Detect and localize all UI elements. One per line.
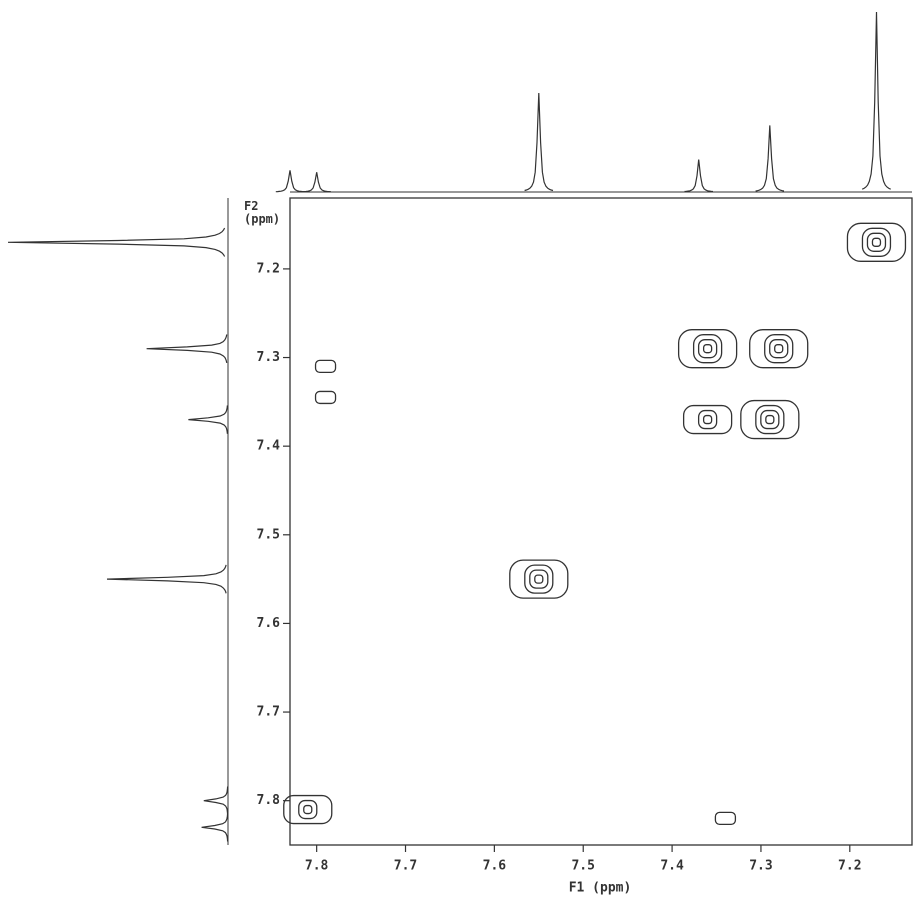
y-tick-label: 7.2 — [257, 261, 280, 276]
projection-peak — [203, 786, 229, 815]
projection-peak — [302, 172, 331, 193]
y-tick-label: 7.5 — [257, 527, 280, 542]
projection-peak — [201, 813, 229, 842]
contour-ring — [534, 574, 544, 584]
contour-ring — [866, 232, 887, 252]
contour-ring — [871, 237, 882, 247]
x-tick-label: 7.8 — [305, 859, 329, 874]
contour-ring — [755, 404, 785, 435]
contour-ring — [682, 404, 733, 435]
projection-peak — [524, 92, 554, 192]
contour-ring — [846, 222, 907, 262]
contour-ring — [765, 414, 775, 425]
contour-ring — [697, 409, 718, 430]
x-tick-label: 7.3 — [749, 859, 772, 874]
y-tick-label: 7.6 — [257, 616, 281, 631]
contour-ring — [714, 811, 737, 826]
y-tick-label: 7.4 — [257, 439, 281, 454]
contour-ring — [509, 559, 569, 599]
x-axis-label: F1 (ppm) — [569, 881, 632, 896]
projection-peak — [684, 159, 714, 193]
x-tick-label: 7.6 — [483, 859, 507, 874]
contour-ring — [697, 339, 718, 359]
contour-ring — [749, 329, 809, 369]
contour-ring — [298, 799, 318, 820]
projection-peak — [106, 564, 227, 594]
contour-ring — [760, 409, 780, 430]
contour-ring — [283, 794, 333, 825]
contour-ring — [702, 414, 713, 425]
projection-peak — [7, 227, 226, 257]
contour-ring — [764, 334, 794, 364]
y-tick-label: 7.7 — [257, 705, 280, 720]
contour-ring — [524, 564, 554, 594]
plot-frame — [289, 197, 913, 846]
contour-ring — [677, 329, 738, 369]
y-tick-label: 7.3 — [257, 350, 280, 365]
contour-ring — [529, 569, 549, 589]
contour-ring — [702, 344, 713, 354]
contour-ring — [740, 399, 800, 440]
contour-ring — [303, 804, 313, 815]
x-tick-label: 7.2 — [838, 859, 861, 874]
x-tick-label: 7.4 — [660, 859, 684, 874]
contour-ring — [769, 339, 789, 359]
x-tick-label: 7.5 — [571, 859, 594, 874]
projection-peak — [861, 11, 891, 190]
y-axis-label: F2 (ppm) — [244, 199, 281, 226]
contour-ring — [774, 344, 784, 354]
contour-ring — [314, 359, 337, 374]
projection-peak — [755, 125, 785, 192]
y-tick-label: 7.8 — [257, 793, 281, 808]
projection-peak — [275, 170, 305, 193]
projection-peak — [146, 334, 228, 363]
x-tick-label: 7.7 — [394, 859, 417, 874]
contour-ring — [314, 390, 337, 405]
contour-ring — [861, 227, 892, 257]
projection-peak — [188, 405, 228, 434]
contour-ring — [692, 334, 723, 364]
